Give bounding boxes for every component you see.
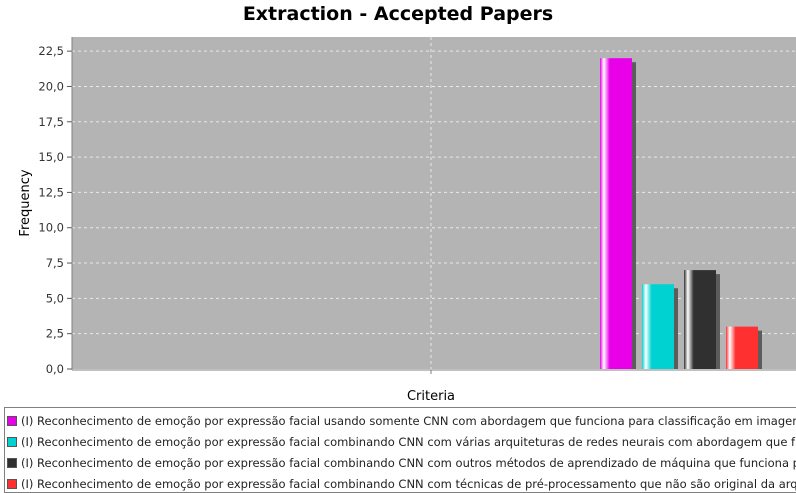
y-tick-label: 10,0 <box>38 221 64 235</box>
legend-swatch <box>7 437 17 447</box>
legend-label: (I) Reconhecimento de emoção por express… <box>21 477 796 491</box>
bar <box>642 284 674 369</box>
legend-item: (I) Reconhecimento de emoção por express… <box>7 413 796 429</box>
legend-swatch <box>7 416 17 426</box>
legend: (I) Reconhecimento de emoção por express… <box>4 407 796 493</box>
legend-label: (I) Reconhecimento de emoção por express… <box>21 414 796 428</box>
y-axis-label: Frequency <box>18 169 33 236</box>
bar <box>600 58 632 369</box>
legend-item: (I) Reconhecimento de emoção por express… <box>7 476 796 492</box>
y-tick-label: 12,5 <box>38 185 64 199</box>
y-tick-label: 20,0 <box>38 79 64 93</box>
chart-title: Extraction - Accepted Papers <box>242 3 554 25</box>
legend-item: (I) Reconhecimento de emoção por express… <box>7 455 796 471</box>
bar-chart: 0,0 2,5 5,0 7,5 10,0 12,5 15,0 17,5 20,0 22,5 Crit… <box>18 37 796 404</box>
x-axis-label: Criteria <box>407 389 455 404</box>
bar <box>726 326 758 369</box>
y-tick-label: 15,0 <box>38 150 64 164</box>
bar <box>684 270 716 369</box>
y-tick-label: 0,0 <box>46 362 64 376</box>
y-tick-label: 17,5 <box>38 115 64 129</box>
legend-item: (I) Reconhecimento de emoção por express… <box>7 434 796 450</box>
legend-swatch <box>7 479 17 489</box>
y-tick-label: 22,5 <box>38 44 64 58</box>
legend-label: (I) Reconhecimento de emoção por express… <box>21 435 796 449</box>
legend-label: (I) Reconhecimento de emoção por express… <box>21 456 796 470</box>
legend-swatch <box>7 458 17 468</box>
y-tick-label: 5,0 <box>46 291 64 305</box>
y-tick-label: 7,5 <box>46 256 64 270</box>
y-tick-label: 2,5 <box>46 327 64 341</box>
